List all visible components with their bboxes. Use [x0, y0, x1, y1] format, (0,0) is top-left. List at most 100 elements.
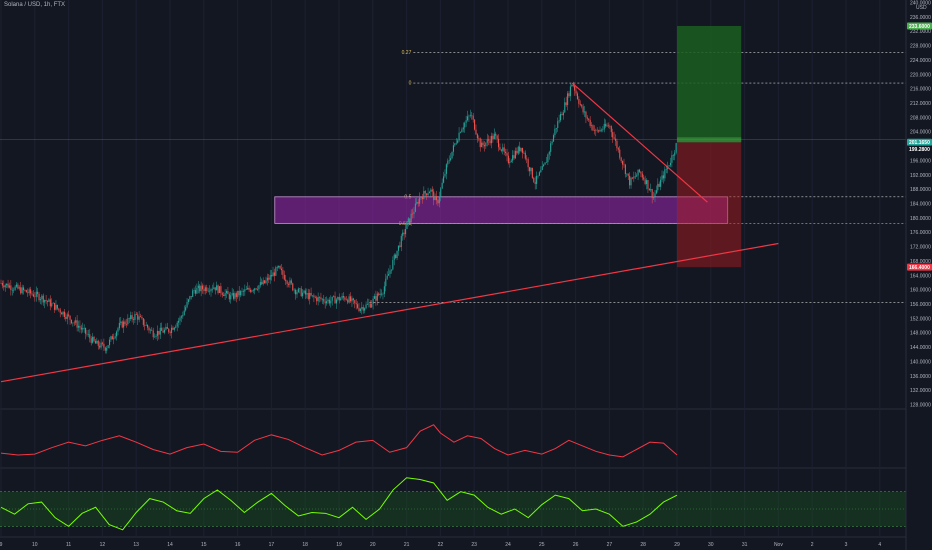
- price-tick-label: 188.0000: [910, 187, 931, 193]
- candle-up: [530, 167, 532, 172]
- time-tick-label: Nov: [774, 542, 783, 548]
- candle-down: [194, 290, 197, 294]
- candle-up: [216, 285, 218, 291]
- candle-up: [416, 201, 418, 204]
- candle-up: [571, 84, 573, 87]
- candle-down: [585, 111, 587, 118]
- candles-layer: [0, 81, 677, 354]
- candle-down: [641, 173, 643, 178]
- candle-down: [624, 164, 626, 175]
- candle-up: [254, 288, 256, 291]
- candle-up: [106, 348, 108, 351]
- candle-up: [35, 291, 37, 297]
- candle-up: [331, 296, 333, 301]
- descending-resistance[interactable]: [571, 82, 708, 203]
- candle-up: [455, 142, 457, 144]
- candle-down: [124, 321, 126, 325]
- candle-down: [524, 152, 526, 159]
- price-axis[interactable]: 240.0000 236.0000 232.0000 228.0000 224.0000…: [905, 0, 932, 550]
- candle-up: [165, 326, 167, 330]
- candle-down: [206, 287, 208, 292]
- candle-up: [385, 278, 387, 287]
- candle-down: [271, 275, 273, 277]
- candle-down: [516, 150, 518, 154]
- candle-down: [142, 318, 144, 325]
- time-tick-label: 18: [302, 542, 308, 548]
- candle-down: [344, 297, 346, 300]
- candle-down: [310, 292, 312, 296]
- candle-up: [55, 304, 57, 310]
- candle-down: [334, 296, 336, 304]
- candle-down: [579, 103, 581, 105]
- candle-down: [488, 139, 490, 141]
- trendlines-layer[interactable]: [0, 82, 779, 383]
- candle-down: [651, 189, 653, 198]
- candle-up: [134, 314, 136, 320]
- candle-up: [311, 295, 314, 297]
- candle-down: [614, 138, 617, 141]
- candle-up: [224, 293, 226, 296]
- price-tick-label: 192.0000: [910, 173, 931, 179]
- candle-down: [478, 138, 480, 139]
- candle-down: [65, 316, 67, 319]
- time-tick-label: 11: [66, 542, 71, 548]
- candle-down: [521, 147, 524, 153]
- time-tick-label: 30: [708, 542, 714, 548]
- candle-down: [496, 135, 498, 139]
- candle-up: [92, 336, 94, 343]
- candle-up: [450, 158, 452, 161]
- candle-up: [420, 197, 422, 198]
- candle-up: [8, 285, 11, 288]
- price-tick-label: 172.0000: [910, 245, 931, 251]
- candle-down: [395, 254, 397, 258]
- candle-up: [404, 228, 407, 235]
- candle-up: [654, 193, 656, 197]
- candle-up: [179, 317, 181, 321]
- candle-down: [283, 274, 285, 280]
- candle-up: [462, 127, 464, 130]
- candle-up: [650, 189, 652, 191]
- candle-down: [214, 287, 216, 291]
- candle-down: [58, 308, 60, 310]
- time-tick-label: 20: [370, 542, 376, 548]
- candle-down: [527, 159, 529, 168]
- time-tick-label: 31: [742, 542, 748, 548]
- candle-down: [7, 283, 9, 288]
- time-axis[interactable]: 9 10 11 12 13 14 15 16 17 18 19 20 21 22 23 24 25 26 27 28 2…: [0, 542, 881, 548]
- symbol-title: Solana / USD, 1h, FTX: [4, 2, 66, 8]
- price-axis-background: [906, 0, 932, 550]
- time-tick-label: 3: [845, 542, 848, 548]
- candle-up: [107, 345, 109, 349]
- candle-down: [349, 296, 352, 302]
- candle-up: [434, 196, 436, 201]
- time-tick-label: 22: [438, 542, 444, 548]
- candle-up: [306, 293, 308, 295]
- candle-down: [658, 183, 660, 187]
- candle-down: [497, 138, 500, 148]
- candle-down: [506, 153, 508, 156]
- candle-down: [161, 327, 163, 331]
- candle-down: [85, 327, 87, 334]
- candle-down: [73, 322, 75, 324]
- position-profit-zone[interactable]: [677, 25, 742, 143]
- candle-up: [327, 299, 329, 302]
- position-loss-zone[interactable]: [677, 142, 742, 268]
- candle-up: [204, 287, 206, 291]
- candle-up: [413, 211, 415, 215]
- candle-down: [101, 342, 104, 344]
- candle-up: [389, 270, 391, 275]
- price-tick-label: 168.0000: [910, 259, 931, 265]
- time-tick-label: 23: [471, 542, 477, 548]
- candle-down: [588, 118, 590, 120]
- candle-up: [653, 196, 655, 198]
- candle-down: [111, 336, 113, 340]
- ascending-support[interactable]: [0, 242, 779, 383]
- price-tick-label: 236.0000: [910, 15, 931, 21]
- candle-up: [96, 340, 98, 344]
- long-position-tool[interactable]: [0, 25, 906, 268]
- candle-up: [675, 143, 677, 153]
- price-tick-label: 208.0000: [910, 115, 931, 121]
- candle-up: [173, 327, 175, 330]
- candle-down: [273, 272, 275, 276]
